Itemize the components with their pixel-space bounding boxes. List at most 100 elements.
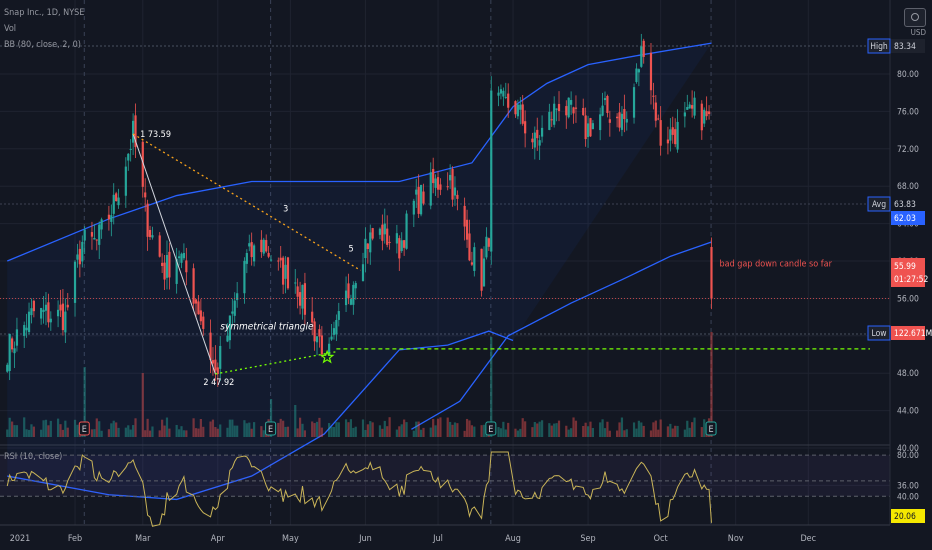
volume-bar (497, 427, 500, 437)
candle (226, 335, 229, 342)
volume-bar (282, 420, 285, 437)
volume-bar (127, 425, 130, 437)
candle (429, 172, 432, 206)
volume-bar (388, 417, 391, 437)
candle (265, 240, 268, 252)
candle (463, 205, 466, 227)
bb-legend[interactable]: BB (80, close, 2, 0) (4, 40, 81, 50)
candle (386, 228, 389, 245)
time-axis[interactable]: 2021 Feb Mar Apr May Jun Jul Aug Sep Oct Nov Dec (10, 534, 816, 544)
candle (42, 309, 45, 312)
earnings-marker[interactable] (485, 421, 497, 436)
candle (652, 95, 655, 97)
volume-bar (330, 426, 333, 437)
volume-value: 122.671M (894, 329, 932, 339)
candle (347, 283, 350, 299)
volume-bar (112, 420, 115, 437)
candle (253, 245, 256, 262)
bb-value: 62.03 (894, 214, 916, 224)
volume-bar (361, 419, 365, 437)
candle (32, 300, 35, 312)
time-tick-label: Oct (654, 534, 668, 544)
earnings-marker[interactable] (78, 421, 90, 436)
volume-bar (233, 425, 236, 437)
earnings-marker[interactable] (705, 421, 717, 436)
rsi-legend[interactable]: RSI (10, close) (4, 452, 63, 462)
candle (303, 283, 307, 315)
currency-label[interactable]: USD (910, 28, 926, 37)
volume-bar (369, 421, 372, 437)
triangle-upper-line[interactable] (132, 133, 361, 271)
camera-icon[interactable] (904, 8, 926, 27)
candle (589, 118, 592, 137)
low-tag-box (867, 325, 891, 341)
candle (557, 103, 561, 112)
rsi-value: 20.06 (894, 512, 916, 522)
candle (202, 316, 205, 329)
candle (197, 301, 200, 315)
candle (485, 236, 488, 258)
volume-bar (197, 428, 200, 437)
volume-bar (686, 420, 689, 437)
volume-bar (434, 425, 437, 437)
volume-bar (115, 422, 118, 437)
volume-bar (586, 426, 590, 437)
candle (23, 325, 26, 336)
peak-label: 1 73.59 (140, 130, 171, 140)
volume-bar (132, 425, 135, 437)
candle (606, 96, 609, 113)
volume-bar (301, 423, 304, 437)
candle (279, 257, 282, 261)
volume-bar (177, 429, 181, 437)
candle (674, 129, 677, 145)
star-icon[interactable] (319, 349, 335, 364)
volume-bar (400, 424, 403, 437)
candle (332, 328, 336, 335)
volume-bar (47, 425, 50, 437)
impulse-line[interactable] (132, 133, 216, 375)
bollinger-lower-line (7, 330, 514, 501)
volume-bar (507, 422, 510, 437)
volume-bar (703, 419, 706, 437)
volume-bar (637, 420, 640, 437)
candle (95, 239, 98, 241)
volume-bar (231, 419, 234, 437)
candle (405, 213, 408, 249)
volume-bar (175, 424, 178, 437)
volume-bar (279, 418, 282, 437)
earnings-marker[interactable] (265, 421, 277, 436)
trendline-drawings[interactable]: 1 73.59 2 47.92 3 5 symmetrical triangle bad … (0, 130, 890, 388)
candle (521, 104, 524, 124)
volume-bar (209, 421, 212, 437)
volume-bar (344, 419, 348, 437)
volume-bar (199, 418, 202, 437)
volume-bar (524, 421, 527, 437)
gap-note: bad gap down candle so far (719, 260, 832, 270)
candle (192, 268, 195, 304)
symbol-legend[interactable]: Snap Inc., 1D, NYSE (4, 8, 85, 18)
volume-legend[interactable]: Vol (4, 24, 17, 34)
candle (175, 258, 178, 284)
candle (453, 187, 457, 196)
volume-bar (313, 423, 316, 437)
candle (616, 116, 619, 119)
candle (66, 304, 69, 308)
triangle-lower-line[interactable] (215, 351, 337, 375)
time-tick-label: Feb (68, 534, 82, 544)
candle (76, 254, 79, 260)
volume-bar (98, 421, 101, 437)
volume-bar (23, 417, 26, 437)
candle (315, 336, 319, 343)
candle (603, 98, 607, 101)
time-tick-label: Jul (432, 534, 443, 544)
volume-bar (168, 428, 171, 437)
candle (354, 283, 357, 289)
volume-bar (620, 417, 624, 437)
volume-bar (13, 425, 16, 437)
volume-bar (260, 426, 263, 437)
time-tick-label: Apr (211, 534, 226, 544)
volume-bar (591, 427, 594, 437)
candle (707, 111, 711, 115)
candle (659, 120, 662, 146)
